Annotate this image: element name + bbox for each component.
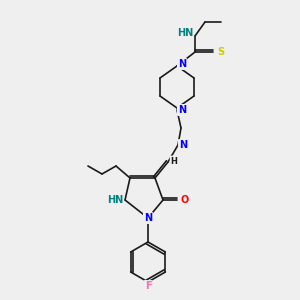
Text: HN: HN [107, 195, 123, 205]
Text: N: N [178, 105, 186, 115]
Text: N: N [178, 59, 186, 69]
Text: S: S [218, 47, 225, 57]
Text: F: F [145, 281, 151, 291]
Text: HN: HN [177, 28, 193, 38]
Text: N: N [179, 140, 187, 150]
Text: N: N [144, 213, 152, 223]
Text: H: H [171, 157, 177, 166]
Text: O: O [181, 195, 189, 205]
